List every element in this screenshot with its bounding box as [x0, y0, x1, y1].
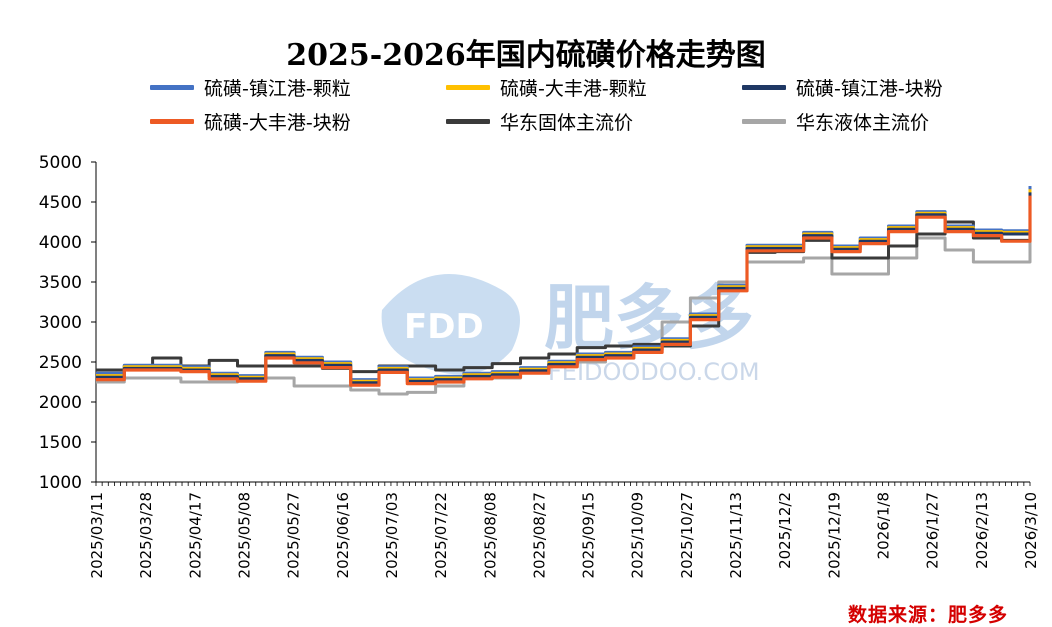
- x-tick-label: 2025/08/27: [530, 492, 548, 578]
- legend-item: 硫磺-镇江港-颗粒: [150, 72, 351, 102]
- y-tick-label: 1000: [39, 473, 82, 493]
- legend-item: 华东液体主流价: [742, 106, 929, 136]
- x-tick-label: 2025/10/09: [629, 492, 647, 578]
- y-tick-label: 3500: [39, 273, 82, 293]
- series-line-0: [96, 186, 1032, 382]
- source-note: 数据来源：肥多多: [847, 604, 1008, 626]
- x-tick-label: 2026/1/8: [875, 492, 893, 559]
- x-tick-label: 2025/09/15: [580, 492, 598, 578]
- legend-swatch: [742, 84, 786, 90]
- x-tick-label: 2025/03/11: [88, 492, 106, 578]
- legend-label: 华东固体主流价: [500, 111, 634, 134]
- series-line-4: [96, 200, 1032, 374]
- x-tick-label: 2025/05/08: [235, 492, 253, 578]
- legend-label: 华东液体主流价: [796, 111, 930, 134]
- legend-label: 硫磺-大丰港-颗粒: [500, 77, 647, 100]
- series-line-3: [96, 195, 1032, 387]
- x-axis: 2025/03/11 2025/03/28 2025/04/17 2025/05/08…: [88, 481, 1040, 578]
- legend-label: 硫磺-镇江港-块粉: [796, 77, 943, 100]
- y-tick-label: 2500: [39, 353, 82, 373]
- x-tick-label: 2026/3/10: [1022, 492, 1040, 569]
- x-tick-label: 2025/12/2: [776, 492, 794, 569]
- x-tick-label: 2025/08/08: [481, 492, 499, 578]
- y-tick-label: 1500: [39, 433, 82, 453]
- y-tick-label: 4000: [39, 233, 82, 253]
- y-tick-label: 5000: [39, 153, 82, 173]
- x-tick-label: 2025/10/27: [678, 492, 696, 578]
- y-axis: 1000 1500 2000 2500 3000 3500 4000 4500 5000: [39, 153, 97, 493]
- x-tick-label: 2026/1/27: [924, 492, 942, 569]
- series-layer: [96, 186, 1032, 396]
- x-tick-label: 2025/07/22: [432, 492, 450, 578]
- legend-swatch: [742, 118, 786, 124]
- legend-item: 华东固体主流价: [446, 106, 633, 136]
- x-tick-label: 2025/07/03: [383, 492, 401, 578]
- x-tick-label: 2025/05/27: [285, 492, 303, 578]
- legend-swatch: [150, 118, 194, 124]
- x-tick-label: 2025/03/28: [137, 492, 155, 578]
- x-tick-label: 2025/11/13: [727, 492, 745, 578]
- x-tick-label: 2025/04/17: [186, 492, 204, 578]
- legend-swatch: [446, 84, 490, 90]
- series-line-1: [96, 189, 1032, 383]
- y-tick-label: 4500: [39, 193, 82, 213]
- x-tick-label: 2025/12/19: [825, 492, 843, 578]
- legend-label: 硫磺-镇江港-颗粒: [204, 77, 351, 100]
- legend-swatch: [446, 118, 490, 124]
- y-tick-label: 3000: [39, 313, 82, 333]
- legend-item: 硫磺-镇江港-块粉: [742, 72, 943, 102]
- x-tick-label: 2025/06/16: [334, 492, 352, 578]
- legend-swatch: [150, 84, 194, 90]
- legend-item: 硫磺-大丰港-颗粒: [446, 72, 647, 102]
- legend-label: 硫磺-大丰港-块粉: [204, 111, 351, 134]
- chart-title: 2025-2026年国内硫磺价格走势图: [286, 38, 766, 73]
- legend-item: 硫磺-大丰港-块粉: [150, 106, 351, 136]
- x-tick-label: 2026/2/13: [973, 492, 991, 569]
- y-tick-label: 2000: [39, 393, 82, 413]
